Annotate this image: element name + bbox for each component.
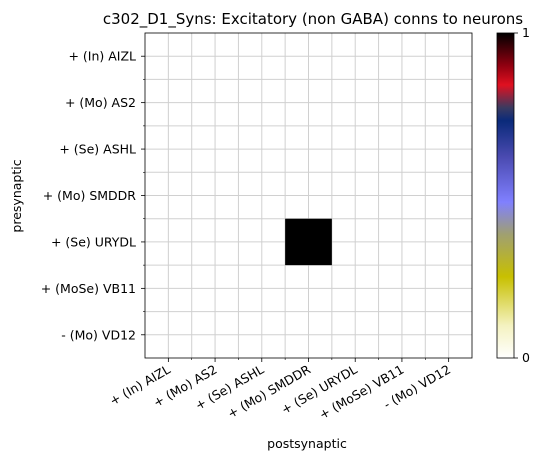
plot-area: + (In) AIZL + (Mo) AS2 + (Se) ASHL + (Mo) S…: [41, 32, 473, 422]
colorbar-label-max: 1: [522, 25, 530, 40]
colorbar-label-min: 0: [522, 350, 530, 365]
y-tick-label: - (Mo) VD12: [61, 327, 136, 342]
heatmap-cell-active: [285, 218, 332, 266]
y-tick-label: + (Mo) SMDDR: [43, 188, 137, 203]
y-tick-label: + (Se) ASHL: [59, 142, 136, 157]
y-tick-label: + (MoSe) VB11: [41, 281, 136, 296]
y-axis-label: presynaptic: [9, 159, 24, 232]
colorbar: 1 0: [496, 25, 530, 365]
y-tick-label: + (Se) URYDL: [51, 234, 136, 249]
x-axis-label: postsynaptic: [267, 436, 347, 451]
y-tick-label: + (Mo) AS2: [65, 95, 136, 110]
chart-title: c302_D1_Syns: Excitatory (non GABA) conn…: [103, 10, 523, 29]
colorbar-gradient: [496, 32, 515, 359]
y-tick-label: + (In) AIZL: [68, 49, 136, 64]
